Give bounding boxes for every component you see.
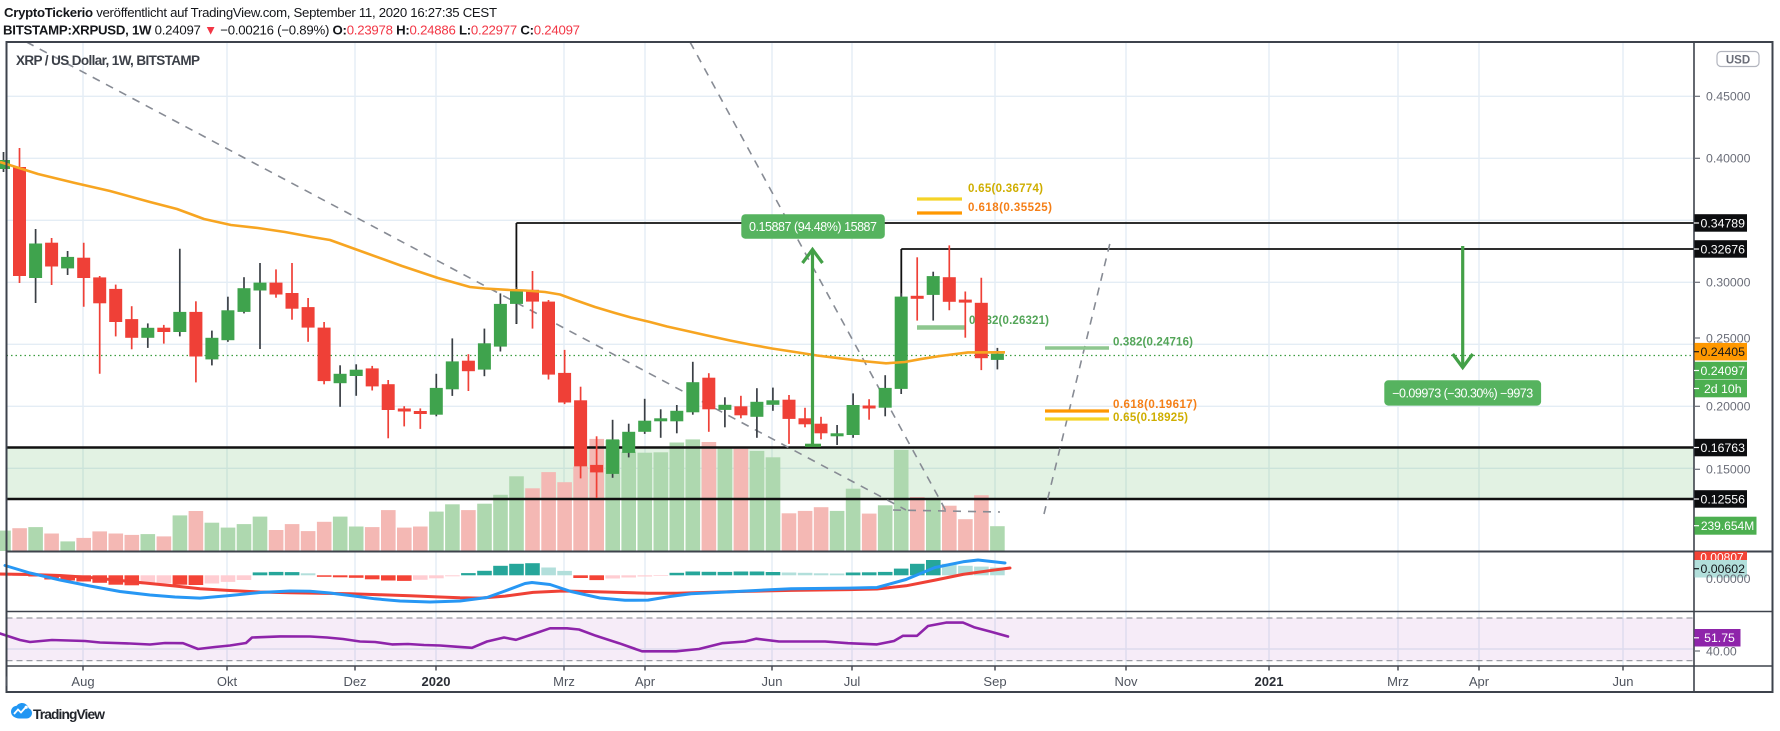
svg-text:0.30000: 0.30000 bbox=[1706, 276, 1751, 290]
svg-text:0.25000: 0.25000 bbox=[1706, 331, 1751, 345]
svg-text:Jun: Jun bbox=[762, 674, 783, 689]
svg-text:USD: USD bbox=[1726, 55, 1750, 67]
svg-text:0.65(0.36774): 0.65(0.36774) bbox=[968, 183, 1043, 195]
svg-text:0.34789: 0.34789 bbox=[1701, 216, 1746, 230]
svg-text:Sep: Sep bbox=[983, 674, 1006, 689]
svg-text:l: l bbox=[5, 674, 8, 689]
svg-text:0.382(0.24716): 0.382(0.24716) bbox=[1113, 337, 1193, 349]
svg-text:0.45000: 0.45000 bbox=[1706, 90, 1751, 104]
svg-text:0.32676: 0.32676 bbox=[1701, 242, 1746, 256]
svg-text:Jun: Jun bbox=[1613, 674, 1634, 689]
svg-text:51.75: 51.75 bbox=[1704, 631, 1735, 645]
svg-text:0.40000: 0.40000 bbox=[1706, 152, 1751, 166]
svg-text:0.00000: 0.00000 bbox=[1706, 572, 1751, 586]
svg-text:Aug: Aug bbox=[71, 674, 94, 689]
svg-text:CryptoTickerio veröffentlicht: CryptoTickerio veröffentlicht auf Tradin… bbox=[4, 5, 497, 20]
svg-text:Apr: Apr bbox=[635, 674, 656, 689]
svg-text:Nov: Nov bbox=[1114, 674, 1138, 689]
svg-text:0.382(0.26321): 0.382(0.26321) bbox=[969, 315, 1049, 327]
svg-text:Mrz: Mrz bbox=[1387, 674, 1409, 689]
svg-text:XRP / US Dollar, 1W, BITSTAMP: XRP / US Dollar, 1W, BITSTAMP bbox=[16, 53, 200, 68]
svg-text:−0.09973 (−30.30%) −9973: −0.09973 (−30.30%) −9973 bbox=[1392, 387, 1533, 401]
svg-text:0.618(0.19617): 0.618(0.19617) bbox=[1113, 399, 1197, 411]
svg-text:0.12556: 0.12556 bbox=[1701, 492, 1746, 506]
svg-text:0.15887 (94.48%) 15887: 0.15887 (94.48%) 15887 bbox=[749, 220, 877, 234]
svg-text:0.16763: 0.16763 bbox=[1701, 441, 1746, 455]
svg-text:0.20000: 0.20000 bbox=[1706, 400, 1751, 414]
svg-text:Jul: Jul bbox=[844, 674, 861, 689]
svg-text:2021: 2021 bbox=[1255, 674, 1284, 689]
svg-text:2020: 2020 bbox=[422, 674, 451, 689]
svg-text:0.00602: 0.00602 bbox=[1701, 562, 1746, 576]
svg-text:2d 10h: 2d 10h bbox=[1704, 382, 1742, 396]
svg-text:0.65(0.18925): 0.65(0.18925) bbox=[1113, 412, 1188, 424]
svg-text:Mrz: Mrz bbox=[553, 674, 575, 689]
svg-text:TradingView: TradingView bbox=[33, 707, 105, 722]
svg-text:Apr: Apr bbox=[1469, 674, 1490, 689]
svg-text:BITSTAMP:XRPUSD, 1W 0.24097 ▼: BITSTAMP:XRPUSD, 1W 0.24097 ▼ −0.00216 (… bbox=[3, 23, 580, 38]
svg-text:0.15000: 0.15000 bbox=[1706, 463, 1751, 477]
svg-text:Okt: Okt bbox=[217, 674, 238, 689]
svg-text:0.24405: 0.24405 bbox=[1701, 345, 1746, 359]
svg-text:40.00: 40.00 bbox=[1706, 644, 1737, 658]
svg-text:0.24097: 0.24097 bbox=[1701, 364, 1746, 378]
svg-text:0.618(0.35525): 0.618(0.35525) bbox=[968, 202, 1052, 214]
svg-text:Dez: Dez bbox=[343, 674, 366, 689]
svg-text:239.654M: 239.654M bbox=[1701, 519, 1754, 533]
